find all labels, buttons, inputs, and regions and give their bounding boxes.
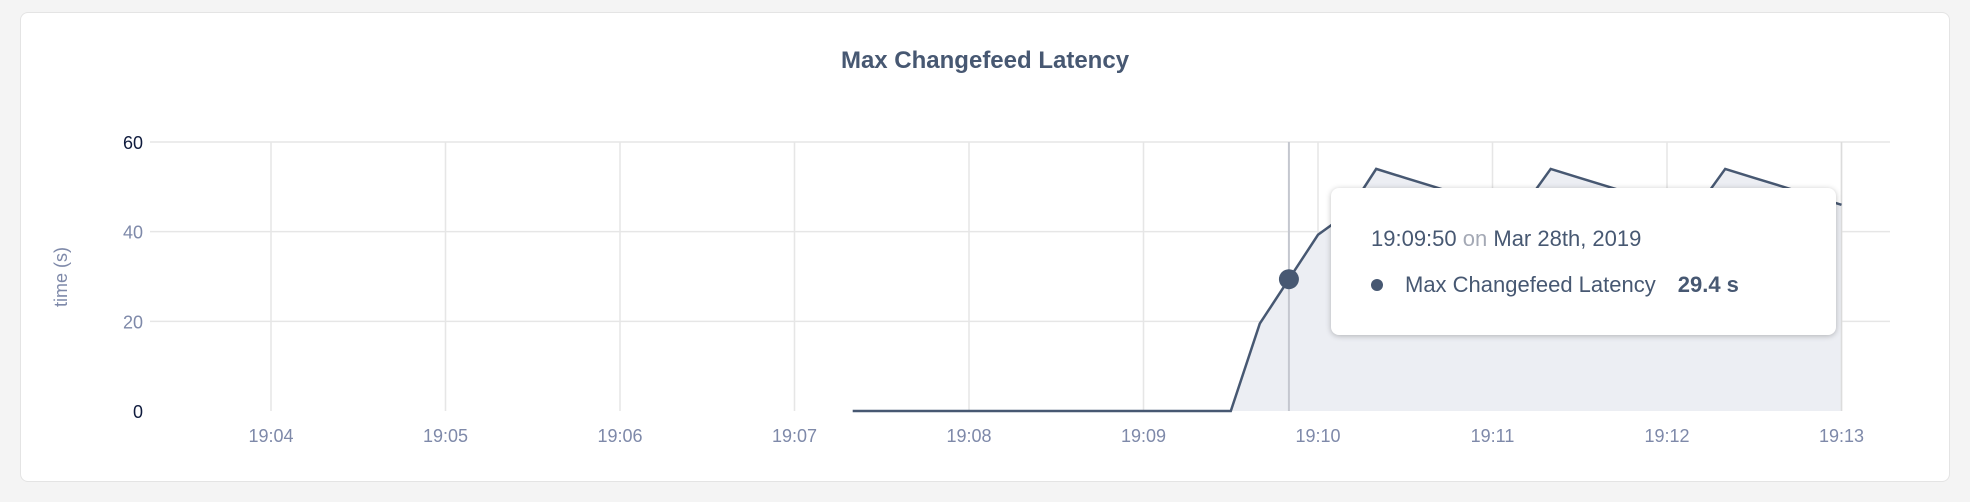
hover-tooltip: 19:09:50 on Mar 28th, 2019 Max Changefee… [1331,188,1836,335]
y-axis-label: time (s) [51,247,71,307]
x-tick-label: 19:09 [1121,426,1166,446]
x-tick-label: 19:08 [946,426,991,446]
series-dot-icon [1371,279,1383,291]
x-tick-label: 19:06 [597,426,642,446]
tooltip-time: 19:09:50 [1371,226,1457,251]
x-tick-label: 19:10 [1295,426,1340,446]
tooltip-series-name: Max Changefeed Latency [1405,272,1656,297]
x-tick-label: 19:05 [423,426,468,446]
y-tick-label: 20 [123,312,143,332]
hover-point [1278,269,1299,290]
x-tick-label: 19:04 [248,426,293,446]
y-tick-label: 0 [133,402,143,422]
tooltip-header: 19:09:50 on Mar 28th, 2019 [1371,226,1836,252]
x-tick-label: 19:11 [1471,426,1515,446]
tooltip-series-row: Max Changefeed Latency 29.4 s [1371,272,1836,298]
x-tick-label: 19:12 [1644,426,1689,446]
y-tick-label: 60 [123,133,143,153]
tooltip-on: on [1462,226,1488,251]
tooltip-date: Mar 28th, 2019 [1493,226,1642,251]
x-tick-label: 19:07 [772,426,817,446]
tooltip-value: 29.4 s [1677,272,1739,297]
y-tick-label: 40 [123,223,143,243]
x-tick-label: 19:13 [1819,426,1864,446]
chart-title: Max Changefeed Latency [840,47,1130,74]
